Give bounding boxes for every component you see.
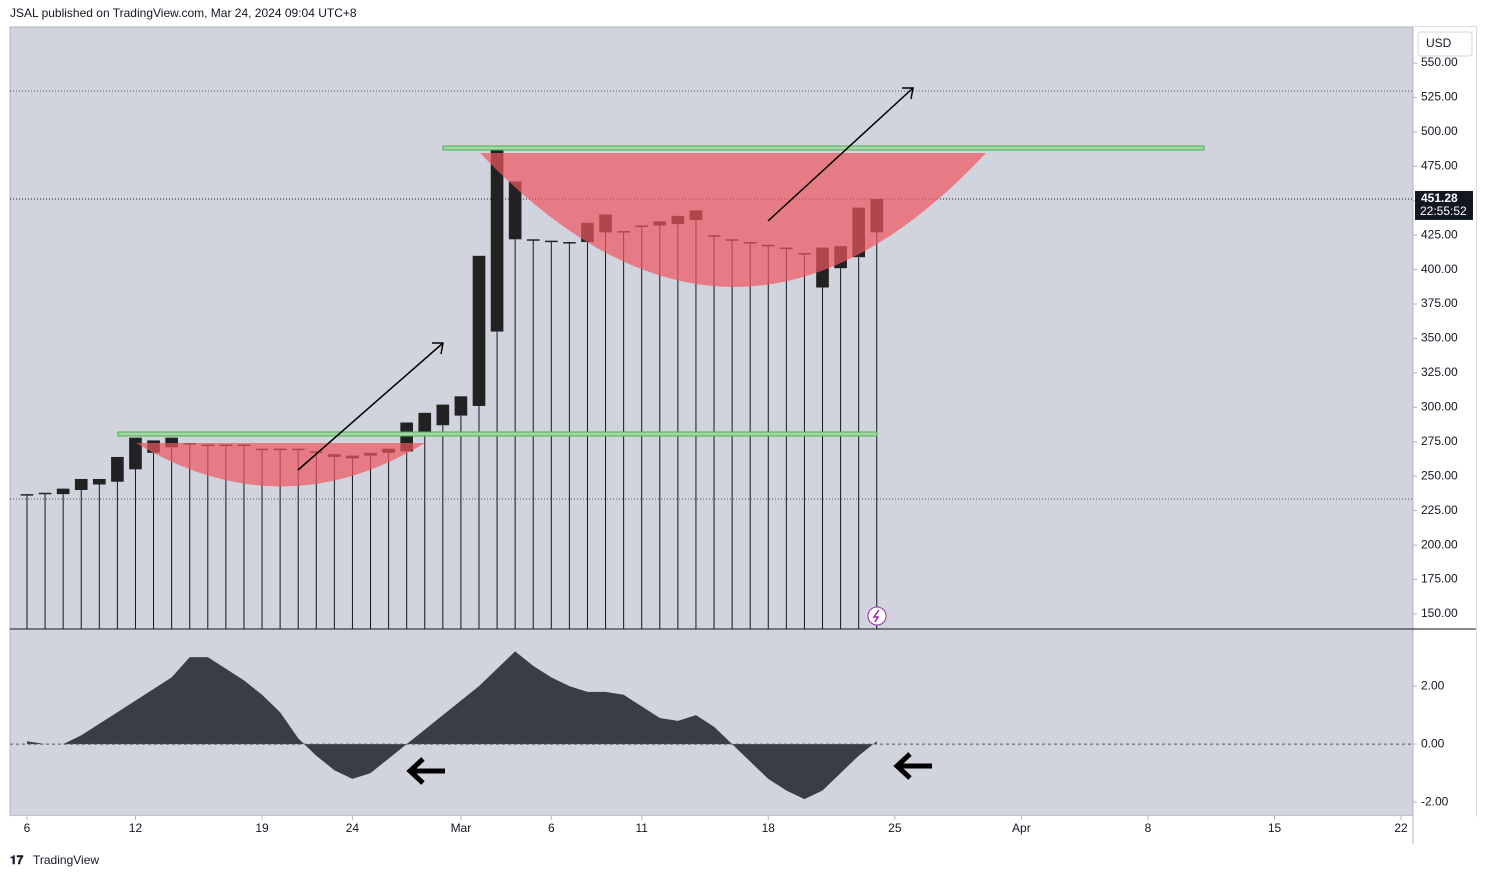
cup-shape: [480, 153, 986, 287]
trend-arrow: [297, 342, 444, 471]
x-tick-label: 19: [255, 821, 269, 835]
candle-body: [563, 242, 576, 244]
x-tick-label: 8: [1145, 821, 1152, 835]
x-tick-label: 12: [129, 821, 143, 835]
oscillator-area: [26, 651, 877, 800]
x-tick-label: 25: [888, 821, 902, 835]
event-icon[interactable]: [867, 606, 887, 626]
y-tick-label: 275.00: [1421, 434, 1458, 448]
level-band: [442, 145, 1205, 151]
arrow-head: [902, 87, 914, 100]
x-tick-label: 24: [346, 821, 360, 835]
candle-body: [544, 240, 558, 243]
candle-body: [526, 239, 540, 241]
candle-body: [20, 494, 34, 496]
drawings: [117, 87, 1205, 785]
y-tick-label: -2.00: [1421, 794, 1449, 808]
x-tick-label: 22: [1394, 821, 1408, 835]
pointer-arrow: [406, 757, 445, 785]
y-tick-label: 250.00: [1421, 468, 1458, 482]
x-tick-label: 11: [635, 821, 648, 835]
x-tick-label: Apr: [1012, 821, 1031, 835]
countdown: 22:55:52: [1420, 204, 1467, 218]
y-tick-label: 500.00: [1421, 124, 1458, 138]
currency: USD: [1426, 36, 1452, 50]
y-tick-label: 550.00: [1421, 55, 1458, 69]
currency-box[interactable]: [1417, 31, 1473, 57]
candle-body: [490, 145, 504, 332]
oscillator-pane: -2.00 0.00 2.00: [10, 651, 1449, 808]
candle-body: [508, 181, 522, 240]
y-tick-label: 350.00: [1421, 331, 1458, 345]
pointer-arrow: [893, 752, 932, 780]
header: JSAL published on TradingView.com, Mar 2…: [10, 6, 357, 20]
candle-body: [129, 437, 142, 470]
x-tick-label: Mar: [451, 821, 472, 835]
x-tick-label: 6: [548, 821, 555, 835]
last-price-label: 451.28: [1421, 191, 1458, 205]
candle-body: [111, 456, 124, 482]
candle-body: [454, 396, 468, 416]
candle-body: [165, 437, 178, 448]
trend-arrow: [767, 87, 914, 222]
x-tick-label: 15: [1268, 821, 1282, 835]
y-tick-label: 150.00: [1421, 606, 1458, 620]
candle-body: [92, 478, 106, 485]
logo-mark: 𝟏𝟕: [10, 853, 24, 867]
y-tick-label: 2.00: [1421, 678, 1445, 692]
level-band: [117, 431, 878, 437]
x-tick-label: 18: [762, 821, 776, 835]
y-tick-label: 400.00: [1421, 262, 1458, 276]
y-tick-label: 225.00: [1421, 503, 1458, 517]
x-tick-label: 6: [24, 821, 31, 835]
arrow-head: [432, 342, 444, 355]
y-tick-label: 0.00: [1421, 736, 1445, 750]
candle-body: [472, 255, 486, 406]
time-axis: [10, 816, 1476, 844]
cup-shape: [136, 443, 425, 487]
candle-body: [436, 404, 450, 426]
event-icon-bolt: [872, 609, 880, 623]
y-tick-label: 425.00: [1421, 227, 1458, 241]
price-axis: [1413, 27, 1476, 816]
candle-body: [38, 492, 52, 495]
y-tick-label: 475.00: [1421, 158, 1458, 172]
y-tick-label: 525.00: [1421, 90, 1458, 104]
y-tick-label: 375.00: [1421, 296, 1458, 310]
y-tick-label: 175.00: [1421, 572, 1458, 586]
last-price-box: [1415, 190, 1473, 220]
candle-body: [418, 412, 432, 435]
y-tick-label: 200.00: [1421, 537, 1458, 551]
candle-body: [74, 478, 88, 491]
footer: TradingView: [33, 853, 99, 867]
y-tick-label: 300.00: [1421, 400, 1458, 414]
y-tick-label: 325.00: [1421, 365, 1458, 379]
candle-body: [56, 488, 70, 495]
